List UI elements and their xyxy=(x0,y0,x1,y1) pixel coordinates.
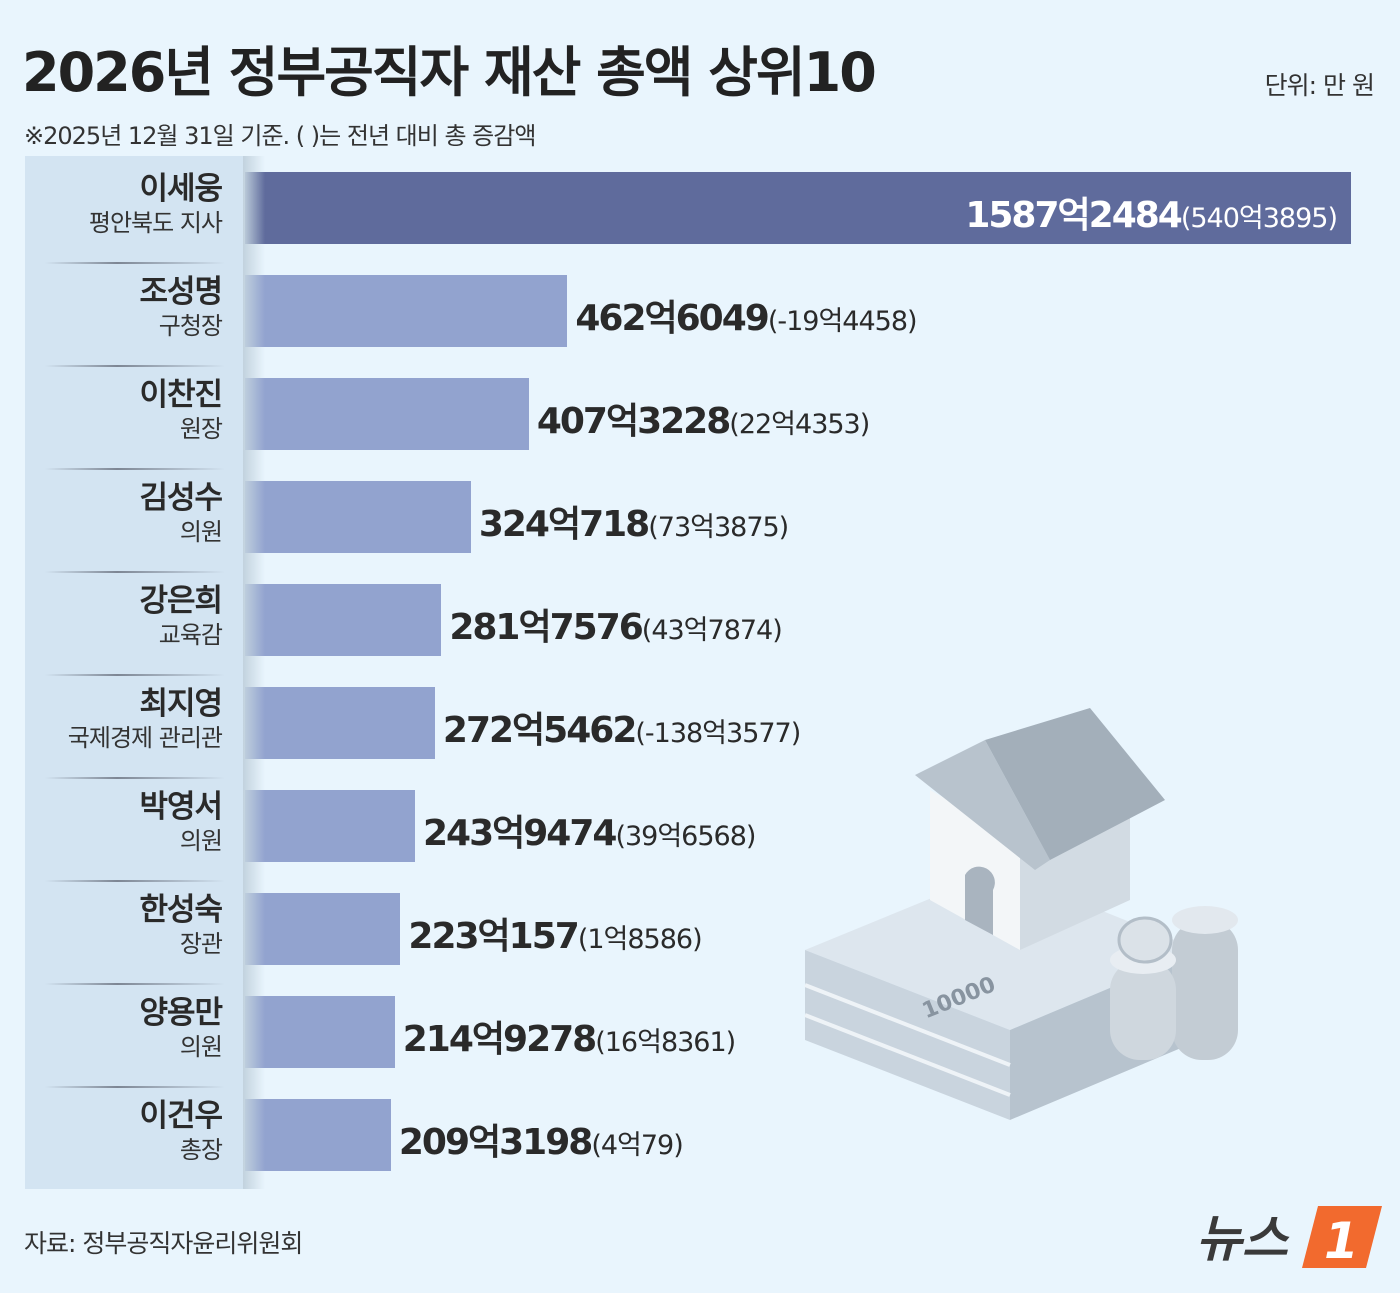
change-label: (-138억3577) xyxy=(635,718,801,749)
data-label: 243억9474(39억6568) xyxy=(422,804,756,856)
data-label: 209억3198(4억79) xyxy=(398,1113,684,1165)
svg-text:뉴스: 뉴스 xyxy=(1196,1210,1290,1268)
person-role: 의원 xyxy=(179,518,223,546)
bar xyxy=(245,893,401,965)
change-label: (1억8586) xyxy=(577,924,703,955)
change-label: (39억6568) xyxy=(615,821,756,852)
data-label: 324억718(73억3875) xyxy=(478,495,789,547)
category-label: 최지영 국제경제 관리관 xyxy=(12,685,223,753)
category-label: 한성숙 장관 xyxy=(12,891,223,959)
chart-subtitle: ※2025년 12월 31일 기준. ( )는 전년 대비 총 증감액 xyxy=(24,122,536,150)
value-label: 209억3198 xyxy=(398,1122,593,1163)
value-label: 243억9474 xyxy=(422,813,617,854)
change-label: (22억4353) xyxy=(729,409,870,440)
category-label: 김성수 의원 xyxy=(12,479,223,547)
row-divider xyxy=(45,468,225,470)
value-label: 281억7576 xyxy=(449,607,643,648)
bar xyxy=(245,584,442,656)
person-name: 이건우 xyxy=(139,1098,223,1134)
person-role: 구청장 xyxy=(158,312,223,340)
coins-icon xyxy=(1110,906,1238,1060)
row-divider xyxy=(45,1086,225,1088)
bar xyxy=(245,275,568,347)
data-label: 223억157(1억8586) xyxy=(408,907,703,959)
value-label: 462억6049 xyxy=(575,298,769,339)
person-name: 박영서 xyxy=(139,789,223,825)
unit-label: 단위: 만 원 xyxy=(1264,71,1375,100)
row-divider xyxy=(45,571,225,573)
person-role: 의원 xyxy=(179,827,223,855)
person-role: 의원 xyxy=(179,1033,223,1061)
bar xyxy=(245,172,1351,244)
bar xyxy=(245,790,415,862)
person-name: 이세웅 xyxy=(139,171,223,207)
row-divider xyxy=(45,262,225,264)
bar xyxy=(245,1099,391,1171)
axis-shadow xyxy=(243,156,265,1189)
row-divider xyxy=(45,983,225,985)
person-name: 조성명 xyxy=(139,274,223,310)
source-note: 자료: 정부공직자윤리위원회 xyxy=(24,1229,303,1258)
chart-title: 2026년 정부공직자 재산 총액 상위10 xyxy=(22,41,877,104)
change-label: (4억79) xyxy=(591,1130,683,1161)
person-name: 이찬진 xyxy=(139,377,223,413)
category-label: 박영서 의원 xyxy=(12,788,223,856)
person-role: 총장 xyxy=(179,1136,223,1164)
data-label: 272억5462(-138억3577) xyxy=(442,701,801,753)
data-label: 407억3228(22억4353) xyxy=(536,392,870,444)
value-label: 214억9278 xyxy=(402,1019,597,1060)
change-label: (540억3895) xyxy=(1180,203,1338,234)
person-role: 국제경제 관리관 xyxy=(67,724,223,752)
category-label: 이건우 총장 xyxy=(12,1097,223,1165)
person-name: 김성수 xyxy=(139,480,223,516)
data-label: 462억6049(-19억4458) xyxy=(575,289,918,341)
category-label: 조성명 구청장 xyxy=(12,273,223,341)
person-role: 평안북도 지사 xyxy=(88,209,223,237)
value-label: 1587억2484 xyxy=(965,195,1183,236)
bar xyxy=(245,996,395,1068)
category-label: 양용만 의원 xyxy=(12,994,223,1062)
bar xyxy=(245,378,529,450)
person-name: 강은희 xyxy=(139,583,223,619)
person-role: 교육감 xyxy=(158,621,223,649)
change-label: (-19억4458) xyxy=(767,306,918,337)
data-label: 214억9278(16억8361) xyxy=(402,1010,736,1062)
value-label: 223억157 xyxy=(408,916,579,957)
data-label: 281억7576(43억7874) xyxy=(449,598,783,650)
row-divider xyxy=(45,365,225,367)
label-pane xyxy=(25,156,243,1189)
person-role: 원장 xyxy=(179,415,223,443)
change-label: (16억8361) xyxy=(595,1027,736,1058)
svg-text:1: 1 xyxy=(1324,1212,1359,1270)
category-label: 이세웅 평안북도 지사 xyxy=(12,170,223,238)
value-label: 324억718 xyxy=(478,504,650,545)
data-label: 1587억2484(540억3895) xyxy=(965,186,1338,238)
house-icon xyxy=(915,708,1165,950)
category-label: 이찬진 원장 xyxy=(12,376,223,444)
row-divider xyxy=(45,777,225,779)
news1-logo: 뉴스 1 xyxy=(1196,1206,1382,1270)
change-label: (43억7874) xyxy=(641,615,783,646)
row-divider xyxy=(45,880,225,882)
person-role: 장관 xyxy=(179,930,223,958)
bar xyxy=(245,481,471,553)
person-name: 최지영 xyxy=(139,686,223,722)
person-name: 양용만 xyxy=(139,995,223,1031)
house-money-illustration: 10000 xyxy=(804,708,1238,1120)
value-label: 272억5462 xyxy=(442,710,637,751)
category-label: 강은희 교육감 xyxy=(12,582,223,650)
value-label: 407억3228 xyxy=(536,401,731,442)
person-name: 한성숙 xyxy=(139,892,223,928)
change-label: (73억3875) xyxy=(648,512,789,543)
row-divider xyxy=(45,674,225,676)
bar xyxy=(245,687,435,759)
